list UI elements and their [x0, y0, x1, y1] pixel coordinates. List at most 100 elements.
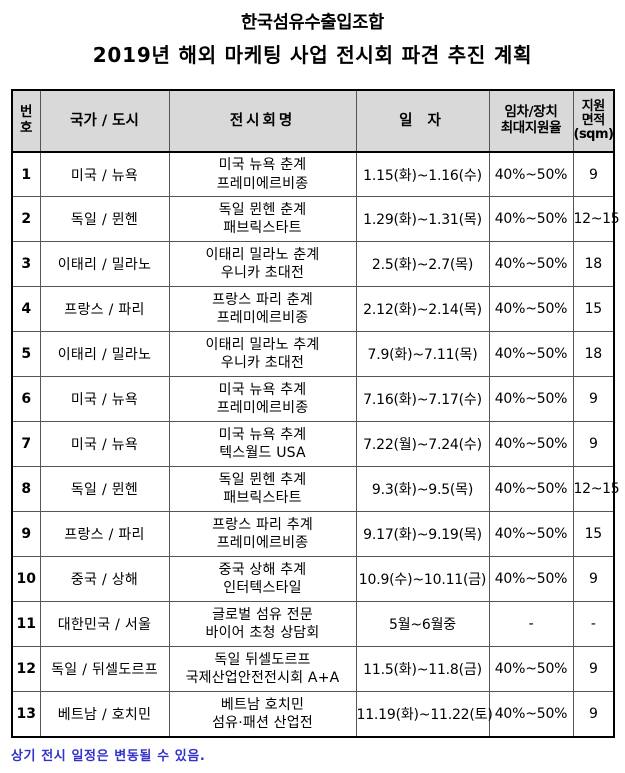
cell-country-city: 독일 / 뮌헨: [39, 196, 170, 243]
cell-exhibition-name-line2: 인터텍스타일: [223, 580, 302, 597]
cell-country-city: 프랑스 / 파리: [39, 511, 170, 558]
exhibition-schedule-table: 번 호 국가 / 도시 전시회명 일 자 임차/장치 최대지원율 지원 면적 (…: [11, 88, 620, 738]
column-header-support-rate-line1: 임차/장치: [504, 104, 558, 121]
cell-support-rate: 40%~50%: [488, 331, 574, 378]
cell-support-rate: 40%~50%: [488, 691, 574, 738]
cell-no: 11: [11, 601, 41, 648]
table-row: 2 독일 / 뮌헨 독일 뮌헨 춘계 패브릭스타트 1.29(화)~1.31(목…: [11, 196, 620, 243]
table-row: 8 독일 / 뮌헨 독일 뮌헨 추계 패브릭스타트 9.3(화)~9.5(목) …: [11, 466, 620, 513]
cell-date: 9.17(화)~9.19(목): [355, 511, 490, 558]
cell-area: 12~15: [572, 196, 620, 243]
table-row: 10 중국 / 상해 중국 상해 추계 인터텍스타일 10.9(수)~10.11…: [11, 556, 615, 603]
cell-no: 2: [11, 196, 41, 243]
cell-area: 18: [572, 241, 615, 288]
cell-date: 5월~6월중: [355, 601, 490, 648]
cell-area: 9: [572, 646, 615, 693]
cell-country-city: 미국 / 뉴욕: [39, 421, 170, 468]
cell-support-rate: 40%~50%: [488, 556, 574, 603]
table-row: 9 프랑스 / 파리 프랑스 파리 추계 프레미에르비종 9.17(화)~9.1…: [11, 511, 615, 558]
cell-country-city: 중국 / 상해: [39, 556, 170, 603]
cell-support-rate: 40%~50%: [488, 511, 574, 558]
table-header-row: 번 호 국가 / 도시 전시회명 일 자 임차/장치 최대지원율 지원 면적 (…: [11, 89, 615, 153]
cell-exhibition-name-line2: 프레미에르비종: [216, 310, 309, 327]
cell-date: 7.16(화)~7.17(수): [355, 376, 490, 423]
cell-area: 18: [572, 331, 615, 378]
cell-date: 11.19(화)~11.22(토): [355, 691, 493, 738]
cell-exhibition-name-line2: 프레미에르비종: [216, 535, 309, 552]
column-header-area-line2: 면적: [581, 113, 605, 129]
table-row: 11 대한민국 / 서울 글로벌 섬유 전문 바이어 초청 상담회 5월~6월중…: [11, 601, 615, 648]
cell-area: 9: [572, 691, 615, 738]
column-header-support-rate: 임차/장치 최대지원율: [488, 89, 574, 153]
cell-no: 4: [11, 286, 41, 333]
cell-exhibition-name-line1: 독일 뮌헨 추계: [218, 472, 307, 489]
cell-country-city: 미국 / 뉴욕: [39, 376, 170, 423]
cell-country-city: 대한민국 / 서울: [39, 601, 170, 648]
cell-exhibition-name-line1: 미국 뉴욕 추계: [218, 427, 307, 444]
cell-exhibition-name: 중국 상해 추계 인터텍스타일: [168, 556, 357, 603]
cell-exhibition-name-line1: 프랑스 파리 추계: [212, 517, 313, 534]
cell-exhibition-name-line2: 프레미에르비종: [216, 175, 309, 192]
cell-date: 7.9(화)~7.11(목): [355, 331, 490, 378]
cell-country-city: 베트남 / 호치민: [39, 691, 170, 738]
cell-country-city: 독일 / 뒤셀도르프: [39, 646, 170, 693]
cell-exhibition-name: 독일 뒤셀도르프 국제산업안전전시회 A+A: [168, 646, 357, 693]
cell-no: 10: [11, 556, 41, 603]
footnote-disclaimer: 상기 전시 일정은 변동될 수 있음.: [11, 748, 206, 764]
cell-exhibition-name-line1: 글로벌 섬유 전문: [212, 607, 313, 624]
cell-exhibition-name-line1: 미국 뉴욕 춘계: [218, 157, 307, 174]
cell-area: 9: [572, 556, 615, 603]
cell-exhibition-name-line1: 중국 상해 추계: [218, 562, 307, 579]
cell-support-rate: 40%~50%: [488, 196, 574, 243]
table-header: 번 호 국가 / 도시 전시회명 일 자 임차/장치 최대지원율 지원 면적 (…: [11, 89, 615, 153]
table-row: 13 베트남 / 호치민 베트남 호치민 섬유·패션 산업전 11.19(화)~…: [11, 691, 615, 738]
cell-support-rate: 40%~50%: [488, 646, 574, 693]
cell-area: 15: [572, 511, 615, 558]
schedule-table-wrapper: 번 호 국가 / 도시 전시회명 일 자 임차/장치 최대지원율 지원 면적 (…: [11, 88, 620, 738]
cell-exhibition-name: 프랑스 파리 추계 프레미에르비종: [168, 511, 357, 558]
cell-area: 12~15: [572, 466, 620, 513]
cell-exhibition-name-line1: 독일 뮌헨 춘계: [218, 202, 307, 219]
cell-exhibition-name-line2: 패브릭스타트: [223, 490, 302, 507]
cell-area: 9: [572, 151, 615, 198]
column-header-date: 일 자: [355, 89, 490, 153]
cell-exhibition-name-line2: 우니카 초대전: [220, 355, 305, 372]
cell-exhibition-name-line1: 미국 뉴욕 추계: [218, 382, 307, 399]
cell-date: 2.12(화)~2.14(목): [355, 286, 490, 333]
table-row: 12 독일 / 뒤셀도르프 독일 뒤셀도르프 국제산업안전전시회 A+A 11.…: [11, 646, 615, 693]
table-row: 6 미국 / 뉴욕 미국 뉴욕 추계 프레미에르비종 7.16(화)~7.17(…: [11, 376, 615, 423]
cell-exhibition-name-line2: 프레미에르비종: [216, 400, 309, 417]
cell-support-rate: -: [488, 601, 574, 648]
cell-exhibition-name-line2: 텍스월드 USA: [219, 445, 306, 462]
cell-exhibition-name-line2: 패브릭스타트: [223, 220, 302, 237]
column-header-exhibition-name: 전시회명: [168, 89, 357, 153]
cell-no: 6: [11, 376, 41, 423]
cell-date: 2.5(화)~2.7(목): [355, 241, 490, 288]
cell-country-city: 이태리 / 밀라노: [39, 241, 170, 288]
column-header-country-city: 국가 / 도시: [39, 89, 170, 153]
cell-exhibition-name-line2: 바이어 초청 상담회: [205, 625, 320, 642]
cell-date: 9.3(화)~9.5(목): [355, 466, 490, 513]
cell-country-city: 프랑스 / 파리: [39, 286, 170, 333]
cell-exhibition-name: 독일 뮌헨 춘계 패브릭스타트: [168, 196, 357, 243]
column-header-area-line3: (sqm): [573, 126, 614, 142]
column-header-no: 번 호: [11, 89, 41, 153]
cell-exhibition-name-line1: 프랑스 파리 춘계: [212, 292, 313, 309]
cell-area: 9: [572, 376, 615, 423]
table-row: 3 이태리 / 밀라노 이태리 밀라노 춘계 우니카 초대전 2.5(화)~2.…: [11, 241, 615, 288]
cell-no: 13: [11, 691, 41, 738]
cell-support-rate: 40%~50%: [488, 151, 574, 198]
cell-exhibition-name-line2: 섬유·패션 산업전: [212, 715, 313, 732]
cell-exhibition-name-line1: 베트남 호치민: [220, 696, 305, 713]
table-body: 1 미국 / 뉴욕 미국 뉴욕 춘계 프레미에르비종 1.15(화)~1.16(…: [11, 151, 620, 738]
cell-exhibition-name: 이태리 밀라노 춘계 우니카 초대전: [168, 241, 357, 288]
cell-no: 5: [11, 331, 41, 378]
cell-exhibition-name-line1: 이태리 밀라노 추계: [205, 337, 320, 354]
cell-no: 7: [11, 421, 41, 468]
cell-date: 7.22(월)~7.24(수): [355, 421, 490, 468]
cell-date: 1.29(화)~1.31(목): [355, 196, 490, 243]
cell-exhibition-name: 이태리 밀라노 추계 우니카 초대전: [168, 331, 357, 378]
column-header-area: 지원 면적 (sqm): [572, 89, 615, 153]
cell-exhibition-name: 프랑스 파리 춘계 프레미에르비종: [168, 286, 357, 333]
